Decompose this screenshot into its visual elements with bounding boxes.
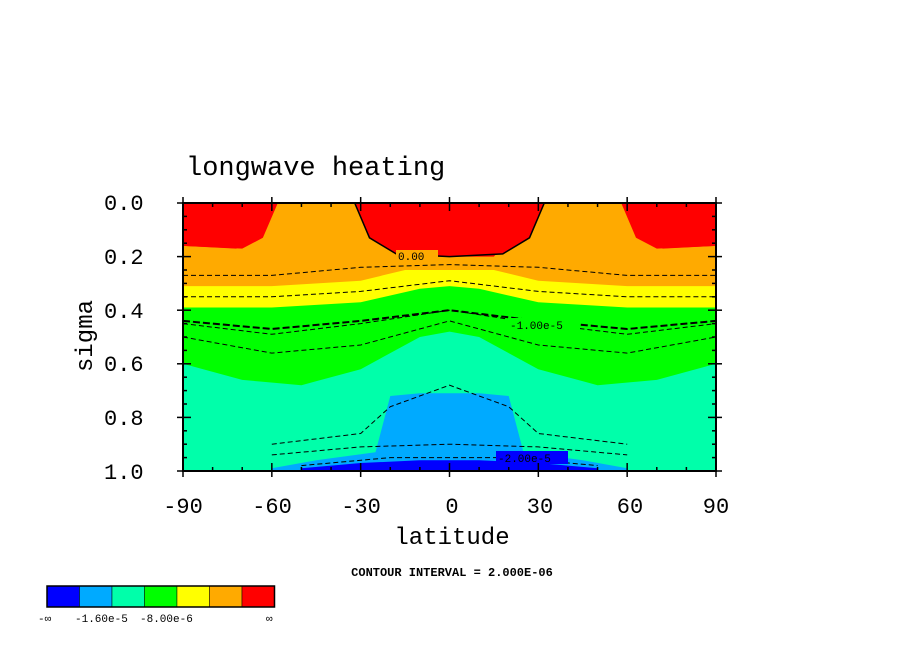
- colorbar-swatch: [111, 585, 145, 608]
- y-tick-label: 1.0: [104, 461, 144, 486]
- contour-line: [183, 309, 716, 335]
- contour-interval-note: CONTOUR INTERVAL = 2.000E-06: [351, 566, 553, 580]
- contour-label-minus-1e-5: -1.00e-5: [510, 321, 563, 333]
- contour-line: [271, 384, 628, 445]
- x-tick-label: 30: [527, 495, 553, 520]
- colorbar-labels: -∞ -1.60e-5 -8.00e-6 ∞: [38, 614, 273, 626]
- x-tick-label: 0: [445, 495, 458, 520]
- y-tick-labels: 0.0 0.2 0.4 0.6 0.8 1.0: [104, 192, 144, 486]
- y-tick-label: 0.4: [104, 300, 144, 325]
- contour-line: [301, 457, 598, 467]
- contour-line: [183, 309, 716, 331]
- contour-band: [353, 203, 546, 258]
- colorbar-swatch: [176, 585, 210, 608]
- colorbar-label: -8.00e-6: [140, 614, 193, 626]
- colorbar-swatch: [241, 585, 275, 608]
- x-tick-label: 60: [617, 495, 643, 520]
- y-axis-title: sigma: [73, 300, 100, 372]
- axis-ticks: [177, 197, 722, 477]
- colorbar-label: -∞: [38, 614, 52, 626]
- y-tick-label: 0.2: [104, 246, 144, 271]
- contour-band: [271, 393, 628, 471]
- contour-line: [183, 320, 716, 354]
- y-tick-label: 0.8: [104, 407, 144, 432]
- x-tick-label: -90: [163, 495, 203, 520]
- contour-line: [183, 264, 716, 276]
- contour-fills: [183, 203, 716, 471]
- colorbar: [46, 585, 276, 608]
- contour-lines: [183, 264, 716, 467]
- contour-line: [271, 443, 628, 456]
- x-tick-label: -60: [252, 495, 292, 520]
- colorbar-swatch: [79, 585, 113, 608]
- y-tick-label: 0.0: [104, 192, 144, 217]
- colorbar-frame: [46, 585, 276, 608]
- x-tick-label: -30: [341, 495, 381, 520]
- chart-title: longwave heating: [186, 154, 445, 184]
- colorbar-label: -1.60e-5: [75, 614, 128, 626]
- contour-labels: 0.00 -1.00e-5 -2.00e-5: [396, 250, 580, 466]
- contour-band: [183, 203, 260, 249]
- contour-band: [639, 203, 716, 249]
- y-tick-label: 0.6: [104, 353, 144, 378]
- contour-label-minus-2e-5: -2.00e-5: [498, 454, 551, 466]
- contour-line: [183, 280, 716, 298]
- contour-label-zero: 0.00: [398, 252, 424, 264]
- colorbar-label: ∞: [266, 614, 273, 626]
- x-tick-label: 90: [703, 495, 729, 520]
- x-axis-title: latitude: [394, 525, 509, 552]
- colorbar-swatch: [209, 585, 243, 608]
- colorbar-swatch: [46, 585, 80, 608]
- x-tick-labels: -90 -60 -30 0 30 60 90: [163, 495, 729, 520]
- colorbar-swatch: [144, 585, 178, 608]
